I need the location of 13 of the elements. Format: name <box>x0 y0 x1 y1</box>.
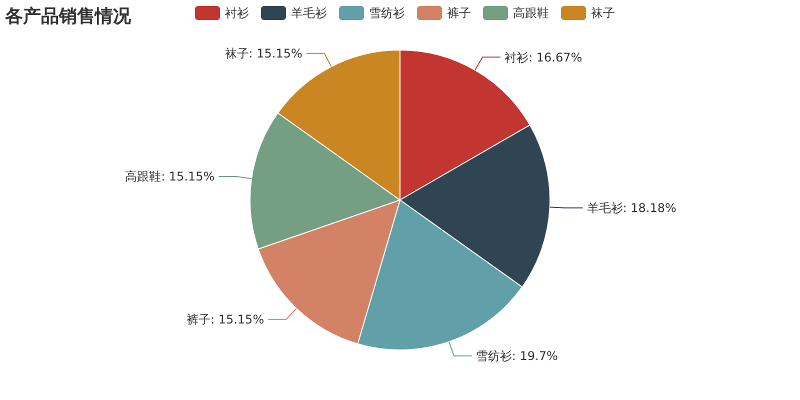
data-label: 袜子: 15.15% <box>224 46 302 61</box>
data-label: 雪纺衫: 19.7% <box>476 349 558 364</box>
legend-label: 袜子 <box>591 6 615 20</box>
data-label: 羊毛衫: 18.18% <box>586 201 676 216</box>
legend-label: 高跟鞋 <box>513 6 549 20</box>
data-label: 高跟鞋: 15.15% <box>125 170 215 184</box>
chart-title: 各产品销售情况 <box>4 6 132 27</box>
legend-label: 羊毛衫 <box>291 6 327 20</box>
legend-label: 衬衫 <box>225 6 249 20</box>
data-label: 衬衫: 16.67% <box>504 50 582 64</box>
data-label: 裤子: 15.15% <box>186 312 264 327</box>
legend-label: 雪纺衫 <box>369 6 405 20</box>
legend-label: 裤子 <box>447 6 471 20</box>
